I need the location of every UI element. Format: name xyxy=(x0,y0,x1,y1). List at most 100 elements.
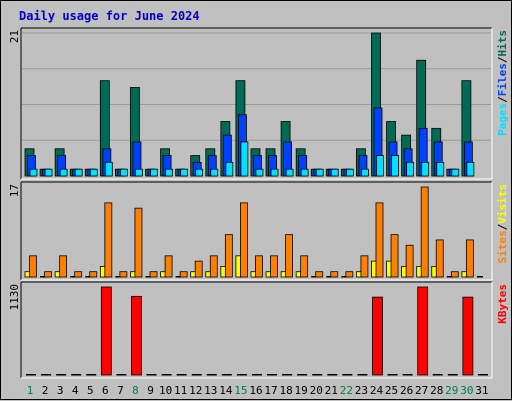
visits-bar-11 xyxy=(175,276,182,278)
kbytes-bar-3 xyxy=(56,374,67,376)
sites-bar-25 xyxy=(390,234,399,278)
sites-bar-20 xyxy=(315,271,324,278)
x-tick-label-15: 15 xyxy=(234,384,247,397)
x-tick-label-5: 5 xyxy=(87,384,94,397)
pages-bar-29 xyxy=(451,168,460,177)
kbytes-bar-19 xyxy=(297,374,308,376)
visits-bar-4 xyxy=(70,276,77,278)
y-max-label-2: 17 xyxy=(8,184,21,197)
pages-bar-1 xyxy=(29,168,38,177)
x-tick-label-31: 31 xyxy=(475,384,488,397)
pages-bar-27 xyxy=(421,161,430,177)
legend-separator: / xyxy=(496,96,509,103)
kbytes-bar-27 xyxy=(417,286,429,376)
x-tick-label-30: 30 xyxy=(460,384,473,397)
kbytes-bar-29 xyxy=(447,374,458,376)
x-tick-label-2: 2 xyxy=(42,384,49,397)
kbytes-bar-21 xyxy=(327,374,338,376)
legend-3: KBytes xyxy=(496,284,509,324)
pages-bar-10 xyxy=(165,168,173,177)
kbytes-bar-17 xyxy=(267,374,278,376)
sites-bar-5 xyxy=(89,271,98,278)
pages-bar-11 xyxy=(180,168,189,177)
sites-bar-21 xyxy=(330,271,339,278)
x-tick-label-16: 16 xyxy=(249,384,262,397)
kbytes-bar-31 xyxy=(477,374,488,376)
x-tick-label-28: 28 xyxy=(430,384,443,397)
x-tick-label-10: 10 xyxy=(159,384,172,397)
x-tick-label-13: 13 xyxy=(204,384,217,397)
kbytes-bar-12 xyxy=(191,374,202,376)
sites-bar-26 xyxy=(405,244,414,278)
x-tick-label-18: 18 xyxy=(279,384,292,397)
sites-bar-28 xyxy=(435,239,444,278)
kbytes-bar-26 xyxy=(402,374,413,376)
pages-bar-26 xyxy=(406,161,415,177)
sites-bar-3 xyxy=(59,255,68,278)
x-tick-label-20: 20 xyxy=(310,384,323,397)
y-max-label-3: 1130 xyxy=(8,284,21,311)
kbytes-bar-6 xyxy=(100,286,112,376)
sites-bar-19 xyxy=(300,255,309,278)
sites-bar-8 xyxy=(134,207,143,278)
kbytes-bar-9 xyxy=(146,374,157,376)
y-max-label-1: 21 xyxy=(8,30,21,43)
sites-bar-16 xyxy=(255,255,263,278)
kbytes-bar-30 xyxy=(462,296,474,376)
visits-bar-7 xyxy=(115,276,122,278)
sites-bar-4 xyxy=(74,271,83,278)
kbytes-bar-24 xyxy=(372,296,383,376)
x-tick-label-22: 22 xyxy=(340,384,353,397)
x-tick-label-7: 7 xyxy=(117,384,124,397)
x-tick-label-14: 14 xyxy=(219,384,233,397)
sites-bar-29 xyxy=(450,271,459,278)
sites-bar-11 xyxy=(179,271,188,278)
sites-bar-1 xyxy=(29,255,37,278)
legend-item-pages: Pages xyxy=(496,103,509,136)
visits-bar-31 xyxy=(476,276,483,278)
visits-bar-29 xyxy=(446,276,453,278)
pages-bar-14 xyxy=(225,161,234,177)
sites-bar-6 xyxy=(104,202,113,278)
kbytes-bar-18 xyxy=(282,374,293,376)
x-tick-label-24: 24 xyxy=(370,384,384,397)
pages-bar-22 xyxy=(345,168,354,177)
pages-bar-7 xyxy=(119,168,128,177)
kbytes-bar-25 xyxy=(387,374,398,376)
visits-bar-9 xyxy=(145,276,152,278)
kbytes-bar-22 xyxy=(342,374,353,376)
x-tick-label-9: 9 xyxy=(147,384,154,397)
x-tick-label-25: 25 xyxy=(385,384,398,397)
pages-bar-6 xyxy=(104,161,113,177)
x-tick-label-23: 23 xyxy=(355,384,368,397)
pages-bar-5 xyxy=(89,168,98,177)
x-tick-label-17: 17 xyxy=(264,384,277,397)
x-tick-label-11: 11 xyxy=(174,384,187,397)
x-tick-label-29: 29 xyxy=(445,384,458,397)
pages-bar-20 xyxy=(315,168,324,177)
kbytes-bar-10 xyxy=(161,374,172,376)
pages-bar-30 xyxy=(466,161,475,177)
sites-bar-12 xyxy=(194,260,203,278)
kbytes-bar-5 xyxy=(86,374,97,376)
legend-2: Sites/Visits xyxy=(496,184,509,264)
visits-bar-21 xyxy=(326,276,333,278)
visits-bar-20 xyxy=(311,276,318,278)
sites-bar-10 xyxy=(164,255,173,278)
legend-item-sites: Sites xyxy=(496,230,509,263)
sites-bar-30 xyxy=(465,239,474,278)
x-tick-label-3: 3 xyxy=(57,384,64,397)
chart-title: Daily usage for June 2024 xyxy=(19,9,200,23)
pages-bar-3 xyxy=(59,168,68,177)
kbytes-bar-8 xyxy=(131,295,142,376)
pages-bar-21 xyxy=(330,168,339,177)
x-tick-label-19: 19 xyxy=(295,384,308,397)
kbytes-bar-28 xyxy=(432,374,443,376)
legend-separator: / xyxy=(496,56,509,63)
kbytes-bar-23 xyxy=(357,374,368,376)
sites-bar-23 xyxy=(360,255,369,278)
pages-bar-9 xyxy=(150,168,158,177)
x-tick-label-1: 1 xyxy=(27,384,34,397)
legend-1: Pages/Files/Hits xyxy=(496,30,509,136)
